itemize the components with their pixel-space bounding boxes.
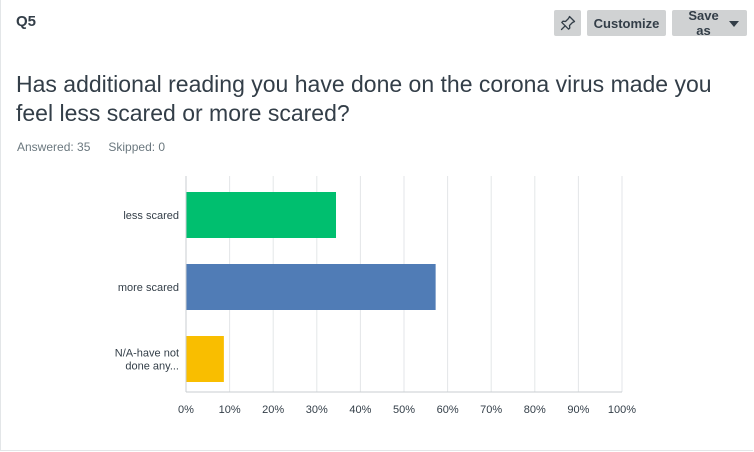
x-tick-label: 70% <box>480 404 502 416</box>
response-stats: Answered: 35 Skipped: 0 <box>17 140 165 154</box>
x-tick-label: 100% <box>608 404 636 416</box>
x-tick-label: 90% <box>567 404 589 416</box>
x-tick-label: 50% <box>393 404 415 416</box>
caret-down-icon <box>729 20 739 27</box>
x-tick-label: 30% <box>306 404 328 416</box>
pin-button[interactable] <box>554 10 581 36</box>
x-tick-label: 80% <box>524 404 546 416</box>
bar-chart: 0% 10% 20% 30% 40% 50% 60% 70% 80% 90% 100% less sc… <box>115 176 636 416</box>
question-number: Q5 <box>16 13 37 30</box>
x-tick-label: 60% <box>437 404 459 416</box>
x-tick-label: 20% <box>262 404 284 416</box>
answered-count: Answered: 35 <box>17 140 91 154</box>
save-as-button[interactable]: Save as <box>672 8 747 38</box>
customize-button[interactable]: Customize <box>587 10 666 36</box>
bar <box>186 264 436 310</box>
pin-icon <box>560 15 575 31</box>
toolbar: Customize Save as <box>554 8 747 38</box>
question-title: Has additional reading you have done on … <box>16 71 712 126</box>
x-tick-label: 0% <box>178 404 194 416</box>
save-as-label: Save as <box>688 8 719 38</box>
skipped-count: Skipped: 0 <box>108 140 166 154</box>
x-tick-label: 40% <box>349 404 371 416</box>
x-tick-label: 10% <box>219 404 241 416</box>
category-label: N/A-have not <box>115 348 179 360</box>
bar <box>186 192 337 238</box>
category-label: less scared <box>123 210 179 222</box>
category-label: more scared <box>118 282 179 294</box>
category-label: done any... <box>125 361 179 373</box>
bar <box>186 336 224 382</box>
